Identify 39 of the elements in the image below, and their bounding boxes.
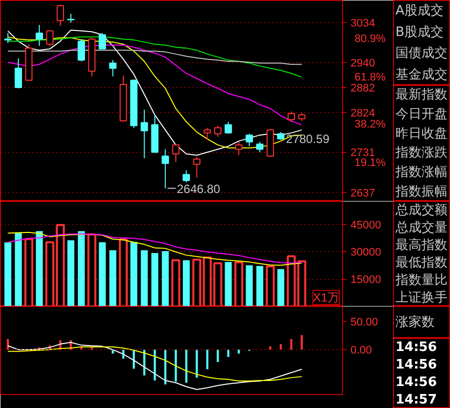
text: 最新指数	[396, 88, 448, 103]
text: A股成交	[396, 2, 444, 19]
y-tick-label: 2824	[350, 107, 375, 120]
text: 最高指数	[396, 236, 448, 253]
y-tick-label: 2637	[350, 188, 375, 200]
y-tick-label: 45000	[350, 219, 382, 232]
y-tick-label: 2731	[350, 147, 375, 160]
y-tick-label: 2940	[350, 58, 375, 70]
y-axis-title: X1万	[312, 290, 340, 304]
annotation: 2780.59	[286, 132, 330, 146]
text: 最低指数	[396, 255, 448, 270]
annotation: 2646.80	[176, 182, 221, 196]
text: 国债成交	[396, 45, 448, 62]
text: 总成交额	[394, 202, 448, 218]
y2-tick-label: 80.9%	[354, 32, 386, 45]
y-tick-label: 15000	[350, 274, 382, 286]
y-tick-label: 30000	[350, 246, 382, 259]
y2-tick-label: 38.2%	[354, 118, 386, 131]
text: 指数量比	[394, 272, 448, 288]
text: 14:56	[396, 357, 437, 372]
text: B股成交	[396, 24, 444, 40]
y-tick-label: 2882	[350, 82, 375, 94]
y-tick-label: 50.00	[350, 316, 378, 329]
text: 14:56	[396, 374, 437, 390]
text: 14:56	[396, 340, 437, 355]
text: 指数涨幅	[394, 165, 448, 180]
text: 上证换手	[396, 290, 448, 306]
text: 昨日收盘	[396, 126, 448, 142]
text: 总成交量	[394, 219, 448, 236]
text: 指数涨跌	[394, 146, 448, 161]
text: 今日开盘	[396, 107, 448, 122]
text: 指数振幅	[394, 184, 448, 200]
y-tick-label: 3034	[350, 17, 375, 30]
text: 涨家数	[396, 314, 434, 330]
y-tick-label: 0.00	[350, 344, 372, 357]
y2-tick-label: 61.8%	[354, 71, 386, 84]
text: 14:57	[396, 392, 437, 408]
y2-tick-label: 19.1%	[354, 157, 386, 170]
text: 基金成交	[396, 66, 448, 82]
